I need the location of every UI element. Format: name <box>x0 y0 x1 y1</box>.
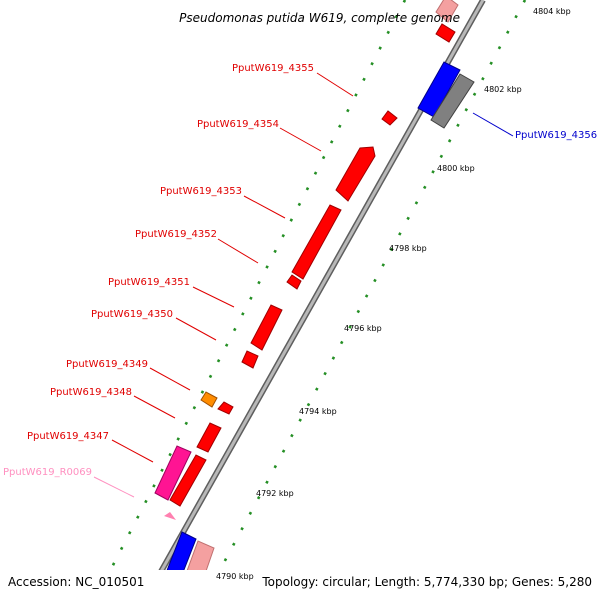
leader-line <box>217 238 259 264</box>
gene-label[interactable]: PputW619_4351 <box>107 277 190 288</box>
rrna-feature-small[interactable] <box>164 512 176 520</box>
gene-feature[interactable] <box>435 23 456 43</box>
gene-feature[interactable] <box>291 204 342 280</box>
gene-feature[interactable] <box>241 350 259 369</box>
tick-ring-outer <box>218 0 527 570</box>
tick-ring-inner <box>109 0 407 570</box>
gene-label[interactable]: PputW619_4350 <box>90 309 173 320</box>
rrna-feature[interactable] <box>154 445 192 501</box>
scale-label: 4802 kbp <box>484 85 522 94</box>
scale-label: 4796 kbp <box>344 324 382 333</box>
gene-feature[interactable] <box>217 401 234 415</box>
scale-label: 4792 kbp <box>256 489 294 498</box>
leader-line <box>279 127 322 152</box>
gene-feature[interactable] <box>250 304 283 351</box>
gene-feature-blue[interactable] <box>417 61 461 118</box>
scale-label: 4790 kbp <box>216 572 254 581</box>
leader-line <box>175 317 217 341</box>
gene-label[interactable]: PputW619_4353 <box>159 186 242 197</box>
gene-feature[interactable] <box>169 454 207 507</box>
leader-line <box>93 476 135 498</box>
leader-line <box>149 367 191 391</box>
scale-label: 4804 kbp <box>533 7 571 16</box>
gene-feature-blue[interactable] <box>155 580 176 600</box>
gene-feature-gray[interactable] <box>430 73 475 129</box>
gene-feature[interactable] <box>196 422 222 453</box>
gene-feature[interactable] <box>335 146 376 202</box>
gene-label[interactable]: PputW619_4349 <box>65 359 148 370</box>
gene-feature-pale[interactable] <box>180 540 215 600</box>
gene-feature-pale[interactable] <box>435 0 459 23</box>
leader-line <box>133 395 176 419</box>
gene-label[interactable]: PputW619_4354 <box>196 119 279 130</box>
map-title: Pseudomonas putida W619, complete genome <box>179 11 460 25</box>
leader-line <box>111 439 154 463</box>
accession-label: Accession: NC_010501 <box>8 575 145 589</box>
gene-feature-orange[interactable] <box>200 391 218 408</box>
gene-label[interactable]: PputW619_4355 <box>231 63 314 74</box>
gene-label[interactable]: PputW619_R0069 <box>2 467 92 478</box>
gene-label[interactable]: PputW619_4347 <box>26 431 109 442</box>
gene-label[interactable]: PputW619_4352 <box>134 229 217 240</box>
gene-feature[interactable] <box>286 274 302 290</box>
genome-stats-label: Topology: circular; Length: 5,774,330 bp… <box>262 575 592 589</box>
leader-line <box>192 286 235 308</box>
scale-label: 4794 kbp <box>299 407 337 416</box>
scale-label: 4800 kbp <box>437 164 475 173</box>
gene-label[interactable]: PputW619_4348 <box>49 387 132 398</box>
gene-label[interactable]: PputW619_4356 <box>515 130 598 141</box>
scale-label: 4798 kbp <box>389 244 427 253</box>
leader-line <box>243 195 286 219</box>
leader-line <box>472 112 514 137</box>
gene-feature[interactable] <box>381 110 398 126</box>
leader-line <box>316 72 354 97</box>
gene-feature-blue[interactable] <box>166 531 197 580</box>
